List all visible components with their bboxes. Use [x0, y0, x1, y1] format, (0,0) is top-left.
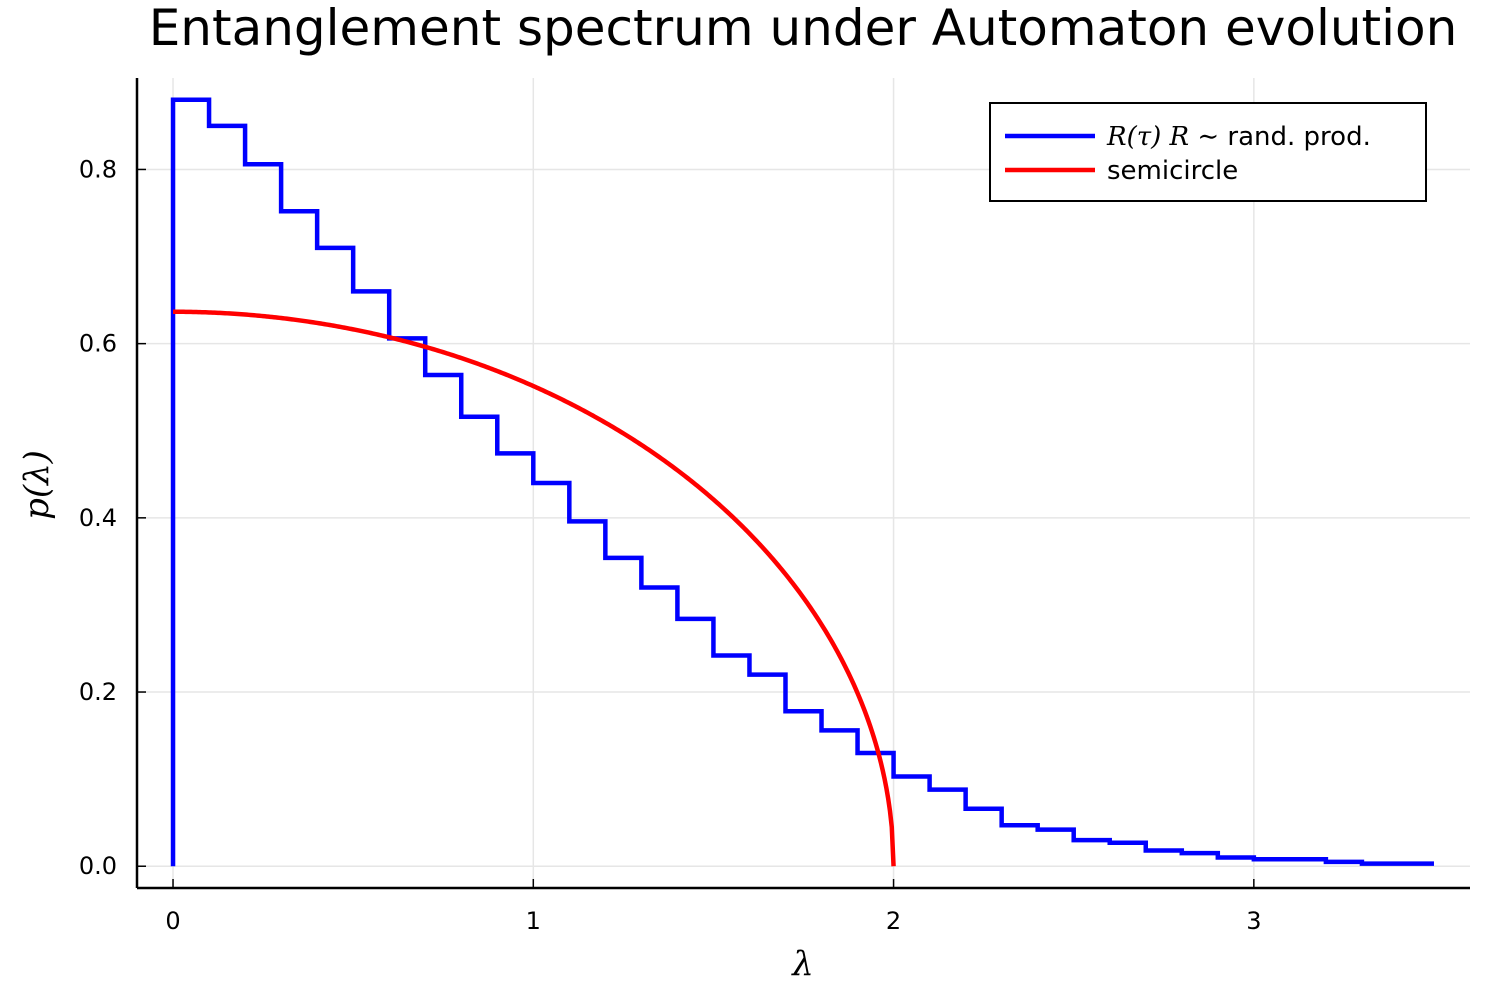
- histogram-series-line: [170, 97, 1434, 867]
- y-tick-label: 0.6: [79, 330, 117, 358]
- chart-title: Entanglement spectrum under Automaton ev…: [149, 0, 1458, 57]
- y-axis-label: p(λ): [17, 450, 57, 520]
- legend-label-histogram: R(τ) R ∼ rand. prod.: [1106, 122, 1371, 152]
- x-tick-label: 2: [886, 907, 901, 935]
- legend-label-semicircle: semicircle: [1107, 156, 1238, 186]
- x-axis-label: λ: [790, 944, 814, 984]
- legend: R(τ) R ∼ rand. prod. semicircle: [989, 102, 1427, 202]
- x-tick-label: 0: [165, 907, 180, 935]
- axes: [135, 78, 1470, 890]
- y-tick-label: 0.8: [79, 155, 117, 183]
- plot-series: [170, 97, 1434, 867]
- legend-label-histogram-math: R(τ) R ∼: [1106, 122, 1219, 152]
- semicircle-series-line: [173, 309, 896, 867]
- x-tick-label: 3: [1246, 907, 1261, 935]
- legend-box: [989, 102, 1427, 202]
- x-tick-label: 1: [526, 907, 541, 935]
- tick-labels: 0 1 2 3 0.0 0.2 0.4 0.6 0.8: [79, 155, 1262, 935]
- y-tick-label: 0.4: [79, 504, 117, 532]
- y-tick-label: 0.2: [79, 678, 117, 706]
- legend-label-histogram-text: rand. prod.: [1219, 122, 1371, 152]
- y-tick-label: 0.0: [79, 852, 117, 880]
